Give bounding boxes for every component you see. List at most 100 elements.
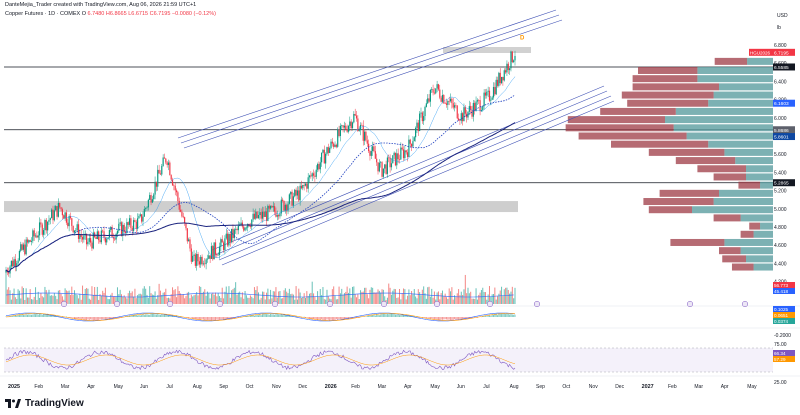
candle-body	[92, 232, 94, 249]
candle-body	[33, 230, 35, 237]
macd-histogram-bar	[509, 314, 511, 317]
volume-bar	[476, 299, 478, 304]
volume-bar	[8, 287, 10, 304]
volume-bar	[166, 298, 168, 304]
candle-body	[410, 143, 413, 147]
candle-body	[389, 157, 391, 168]
volume-bar	[494, 287, 496, 304]
macd-histogram-bar	[84, 317, 86, 321]
volume-bar	[427, 287, 429, 304]
candle-body	[392, 155, 394, 164]
volume-bar	[114, 296, 116, 304]
macd-histogram-bar	[454, 317, 456, 320]
volume-bar	[168, 297, 170, 304]
candle-body	[119, 222, 121, 224]
time-axis-label: May	[114, 384, 124, 390]
macd-histogram-bar	[455, 317, 457, 321]
candle-body	[202, 263, 205, 265]
annotation-d-label: D	[520, 36, 525, 42]
volume-bar	[18, 290, 20, 304]
macd-histogram-bar	[197, 317, 199, 320]
macd-histogram-bar	[168, 315, 170, 317]
candle-body	[138, 215, 140, 219]
macd-histogram-bar	[349, 317, 351, 318]
volume-bar	[43, 297, 45, 304]
volume-bar	[311, 281, 313, 304]
channel-line	[211, 85, 605, 251]
volume-bar	[47, 293, 49, 304]
macd-histogram-bar	[440, 317, 442, 320]
macd-histogram-bar	[444, 317, 446, 320]
candle-body	[145, 208, 147, 209]
candle-body	[429, 89, 431, 102]
candle-body	[435, 88, 437, 94]
macd-histogram-bar	[146, 314, 148, 317]
macd-histogram-bar	[157, 313, 159, 317]
candle-body	[75, 230, 77, 231]
volume-bar	[134, 288, 136, 304]
volume-bar	[24, 299, 26, 304]
candle-body	[326, 147, 328, 154]
macd-histogram-bar	[397, 314, 399, 317]
candle-body	[402, 149, 405, 159]
volume-bar	[79, 293, 81, 304]
candle-body	[460, 113, 462, 121]
macd-histogram-bar	[178, 316, 180, 317]
volume-bar	[127, 293, 129, 304]
price-tick-label: 4.800	[774, 225, 787, 231]
volume-bar	[21, 286, 23, 304]
candle-body	[165, 158, 167, 163]
macd-histogram-bar	[65, 316, 67, 317]
volume-bar	[304, 297, 306, 304]
volume-bar	[288, 288, 290, 304]
candle-body	[185, 223, 187, 229]
macd-histogram-bar	[466, 317, 468, 319]
volume-bar	[501, 286, 503, 304]
volume-bar	[314, 296, 316, 304]
volume-bar	[9, 290, 11, 304]
volume-bar	[248, 297, 250, 304]
macd-histogram-bar	[484, 316, 486, 317]
macd-histogram-bar	[59, 316, 61, 317]
candle-body	[376, 158, 378, 163]
symbol-line: Copper Futures · 1D · COMEX O 6.7480 H6.…	[5, 11, 216, 17]
volume-profile-up-bar	[673, 124, 773, 132]
volume-bar	[409, 295, 411, 304]
macd-histogram-bar	[12, 315, 14, 317]
macd-histogram-bar	[76, 317, 78, 320]
volume-bar	[221, 287, 223, 304]
volume-bar	[278, 291, 280, 304]
candle-body	[175, 190, 178, 193]
volume-bar	[295, 286, 297, 304]
volume-bar	[283, 290, 285, 304]
candle-body	[443, 95, 445, 104]
macd-histogram-bar	[264, 313, 266, 317]
macd-histogram-bar	[385, 314, 387, 317]
volume-bar	[45, 290, 47, 304]
macd-histogram-bar	[118, 317, 120, 319]
candle-body	[52, 209, 54, 221]
volume-profile-up-bar	[753, 263, 773, 271]
candle-body	[57, 202, 59, 217]
macd-histogram-bar	[335, 317, 337, 320]
candle-body	[28, 240, 30, 243]
volume-bar	[76, 295, 78, 304]
candle-body	[420, 112, 422, 114]
price-tag	[773, 126, 795, 134]
price-tag-value: 5.8601	[774, 135, 789, 141]
macd-histogram-bar	[48, 314, 50, 317]
candle-body	[419, 113, 421, 132]
volume-bar	[184, 298, 186, 304]
macd-histogram-bar	[314, 317, 316, 319]
candle-body	[346, 129, 348, 132]
volume-profile-down-bar	[627, 99, 709, 107]
time-axis-label: Dec	[615, 384, 624, 390]
macd-histogram-bar	[346, 317, 348, 320]
volume-bar	[239, 291, 241, 304]
candle-body	[507, 63, 509, 71]
volume-bar	[388, 283, 390, 304]
price-chart[interactable]: USDlb6.8006.6006.4006.2006.0005.8005.600…	[0, 0, 800, 396]
macd-histogram-bar	[431, 317, 433, 319]
volume-profile-up-bar	[697, 75, 773, 83]
candle-body	[468, 106, 470, 112]
